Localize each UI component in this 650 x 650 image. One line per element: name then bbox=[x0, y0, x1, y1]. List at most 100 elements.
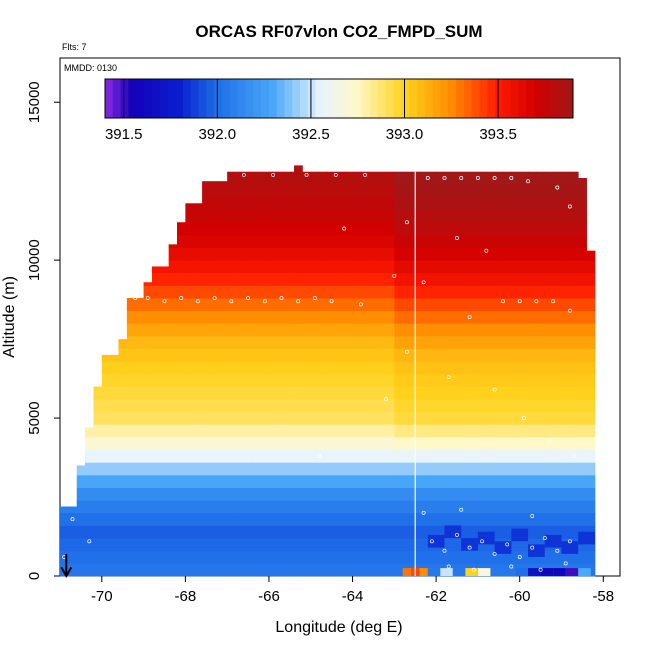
heatmap-cell bbox=[528, 310, 537, 324]
heatmap-cell bbox=[569, 550, 579, 564]
heatmap-cell bbox=[277, 260, 287, 274]
heatmap-cell bbox=[319, 260, 328, 274]
heatmap-cell bbox=[394, 474, 404, 488]
heatmap-cell bbox=[243, 184, 253, 198]
heatmap-cell bbox=[252, 348, 261, 362]
heatmap-cell bbox=[327, 184, 337, 198]
heatmap-cell bbox=[344, 285, 353, 299]
heatmap-cell bbox=[268, 538, 278, 552]
heatmap-cell bbox=[135, 449, 144, 463]
heatmap-cell bbox=[502, 196, 512, 211]
heatmap-cell bbox=[385, 538, 395, 552]
heatmap-cell bbox=[135, 373, 144, 387]
observation-point bbox=[421, 510, 426, 515]
heatmap-cell bbox=[335, 323, 345, 337]
heatmap-cell bbox=[511, 386, 521, 400]
heatmap-cell bbox=[294, 462, 303, 476]
heatmap-cell bbox=[486, 310, 496, 324]
heatmap-cell bbox=[511, 424, 521, 438]
heatmap-cell bbox=[511, 272, 521, 286]
heatmap-cell bbox=[327, 449, 337, 463]
heatmap-cell bbox=[118, 437, 128, 451]
heatmap-cell bbox=[218, 500, 228, 514]
heatmap-cell bbox=[277, 361, 287, 375]
heatmap-cell bbox=[419, 474, 429, 488]
heatmap-cell bbox=[60, 525, 69, 539]
heatmap-cell bbox=[243, 449, 253, 463]
heatmap-cell bbox=[486, 487, 496, 501]
heatmap-cell bbox=[193, 500, 203, 514]
heatmap-cell bbox=[427, 285, 437, 299]
heatmap-cell bbox=[185, 512, 195, 526]
heatmap-cell bbox=[260, 462, 270, 476]
heatmap-cell bbox=[469, 348, 479, 362]
observation-point bbox=[304, 172, 309, 177]
observation-point bbox=[179, 296, 184, 300]
heatmap-cell bbox=[436, 525, 445, 539]
heatmap-cell bbox=[193, 563, 203, 577]
heatmap-cell bbox=[569, 298, 579, 312]
heatmap-cell bbox=[502, 260, 512, 274]
heatmap-cell bbox=[302, 474, 312, 488]
heatmap-cell bbox=[193, 386, 203, 400]
heatmap-cell bbox=[252, 550, 261, 564]
heatmap-cell bbox=[494, 361, 504, 375]
heatmap-cell bbox=[252, 437, 261, 451]
heatmap-cell bbox=[436, 222, 445, 236]
heatmap-cell bbox=[553, 348, 562, 362]
heatmap-cell bbox=[294, 373, 303, 387]
heatmap-cell bbox=[126, 373, 136, 387]
heatmap-cell bbox=[319, 285, 328, 299]
heatmap-cell bbox=[252, 171, 261, 185]
heatmap-cell bbox=[544, 171, 554, 185]
heatmap-cell bbox=[218, 184, 228, 198]
heatmap-cell bbox=[151, 310, 161, 324]
colorbar-segment bbox=[167, 79, 176, 118]
heatmap-cell bbox=[436, 260, 445, 274]
heatmap-cell bbox=[285, 373, 295, 387]
heatmap-cell bbox=[135, 550, 144, 564]
heatmap-cell bbox=[502, 171, 512, 185]
heatmap-cell bbox=[444, 474, 454, 488]
heatmap-cell bbox=[277, 247, 287, 261]
heatmap-cell bbox=[126, 298, 136, 312]
heatmap-cell bbox=[93, 474, 103, 488]
heatmap-cell bbox=[377, 563, 387, 577]
heatmap-cell bbox=[502, 373, 512, 387]
heatmap-cell bbox=[268, 247, 278, 261]
heatmap-cell bbox=[310, 474, 320, 488]
heatmap-cell bbox=[360, 462, 370, 476]
heatmap-cell bbox=[519, 474, 529, 488]
heatmap-cell bbox=[444, 247, 454, 261]
heatmap-cell bbox=[277, 373, 287, 387]
heatmap-cell bbox=[210, 424, 220, 438]
observation-point bbox=[342, 226, 347, 231]
heatmap-cell bbox=[202, 285, 211, 299]
heatmap-cell bbox=[151, 298, 161, 312]
heatmap-cell bbox=[126, 323, 136, 337]
heatmap-cell bbox=[578, 512, 587, 526]
heatmap-cell bbox=[177, 373, 186, 387]
heatmap-cell bbox=[436, 196, 445, 211]
heatmap-cell bbox=[452, 272, 462, 286]
heatmap-cell bbox=[151, 348, 161, 362]
heatmap-cell bbox=[511, 222, 521, 236]
heatmap-cell bbox=[260, 487, 270, 501]
heatmap-cell bbox=[494, 196, 504, 211]
heatmap-cell bbox=[327, 437, 337, 451]
heatmap-cell bbox=[352, 411, 362, 425]
heatmap-cell bbox=[477, 538, 487, 552]
heatmap-cell bbox=[377, 184, 387, 198]
heatmap-cell bbox=[352, 361, 362, 375]
heatmap-cell bbox=[377, 260, 387, 274]
heatmap-cell bbox=[93, 386, 103, 400]
heatmap-cell bbox=[294, 285, 303, 299]
heatmap-cell bbox=[193, 361, 203, 375]
heatmap-cell bbox=[402, 437, 412, 451]
heatmap-cell bbox=[369, 234, 379, 248]
heatmap-cell bbox=[486, 538, 496, 552]
heatmap-cell bbox=[528, 247, 537, 261]
heatmap-cell bbox=[302, 411, 312, 425]
heatmap-cell bbox=[218, 285, 228, 299]
heatmap-cell bbox=[519, 550, 529, 564]
